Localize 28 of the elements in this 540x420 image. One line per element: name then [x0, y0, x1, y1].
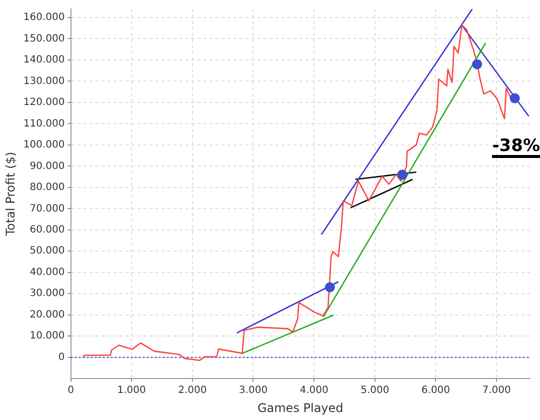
annotation: -38% — [492, 136, 540, 158]
x-tick-label: 3.000 — [238, 385, 268, 396]
y-tick-label: 20.000 — [30, 309, 65, 320]
x-axis-title: Games Played — [257, 400, 344, 415]
y-tick-label: 140.000 — [23, 54, 65, 66]
x-tick-label: 0 — [68, 385, 74, 396]
y-tick-label: 50.000 — [30, 246, 65, 257]
y-tick-label: 10.000 — [30, 330, 65, 342]
y-tick-label: 100.000 — [23, 140, 65, 151]
y-tick-label: 80.000 — [30, 182, 65, 194]
y-tick-label: 110.000 — [23, 118, 65, 130]
y-tick-label: 90.000 — [30, 160, 65, 172]
y-tick-label: 40.000 — [30, 266, 65, 278]
x-tick-label: 4.000 — [300, 385, 328, 396]
y-axis-title: Total Profit ($) — [3, 152, 18, 237]
y-tick-label: 70.000 — [30, 203, 65, 214]
y-tick-label: 0 — [58, 352, 65, 363]
x-tick-label: 1.000 — [117, 385, 146, 396]
y-tick-label: 30.000 — [30, 288, 65, 300]
y-tick-label: 160.000 — [23, 12, 65, 24]
y-tick-label: 120.000 — [23, 97, 65, 108]
x-tick-label: 5.000 — [360, 385, 390, 396]
y-tick-label: 130.000 — [23, 76, 65, 87]
x-tick-label: 7.000 — [482, 385, 511, 396]
y-tick-label: 60.000 — [30, 224, 65, 236]
x-tick-label: 6.000 — [421, 385, 450, 396]
x-tick-label: 2.000 — [178, 385, 207, 396]
y-tick-label: 150.000 — [23, 33, 65, 44]
